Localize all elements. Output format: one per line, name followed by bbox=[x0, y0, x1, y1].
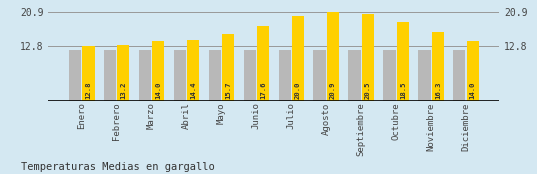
Bar bbox=[327, 12, 339, 101]
Bar bbox=[432, 32, 444, 101]
Text: 12.8: 12.8 bbox=[85, 81, 91, 99]
Bar bbox=[349, 50, 361, 101]
Bar bbox=[117, 45, 129, 101]
Bar bbox=[152, 41, 164, 101]
Text: 20.9: 20.9 bbox=[330, 81, 336, 99]
Text: 18.5: 18.5 bbox=[400, 81, 406, 99]
Bar bbox=[187, 40, 199, 101]
Bar bbox=[82, 46, 95, 101]
Bar bbox=[208, 50, 221, 101]
Text: 20.0: 20.0 bbox=[295, 81, 301, 99]
Bar bbox=[467, 41, 479, 101]
Text: Temperaturas Medias en gargallo: Temperaturas Medias en gargallo bbox=[21, 162, 215, 172]
Text: 14.4: 14.4 bbox=[190, 81, 196, 99]
Bar bbox=[453, 50, 466, 101]
Bar bbox=[292, 16, 304, 101]
Bar bbox=[279, 50, 291, 101]
Bar bbox=[139, 50, 151, 101]
Text: 15.7: 15.7 bbox=[225, 81, 231, 99]
Bar bbox=[104, 50, 116, 101]
Bar bbox=[257, 26, 269, 101]
Bar bbox=[222, 34, 234, 101]
Bar bbox=[69, 50, 81, 101]
Text: 17.6: 17.6 bbox=[260, 81, 266, 99]
Bar bbox=[244, 50, 256, 101]
Text: 16.3: 16.3 bbox=[435, 81, 441, 99]
Bar bbox=[173, 50, 186, 101]
Bar bbox=[362, 14, 374, 101]
Bar bbox=[314, 50, 325, 101]
Text: 14.0: 14.0 bbox=[470, 81, 476, 99]
Bar bbox=[383, 50, 396, 101]
Text: 20.5: 20.5 bbox=[365, 81, 371, 99]
Bar bbox=[418, 50, 431, 101]
Text: 13.2: 13.2 bbox=[120, 81, 126, 99]
Bar bbox=[397, 22, 409, 101]
Text: 14.0: 14.0 bbox=[155, 81, 161, 99]
